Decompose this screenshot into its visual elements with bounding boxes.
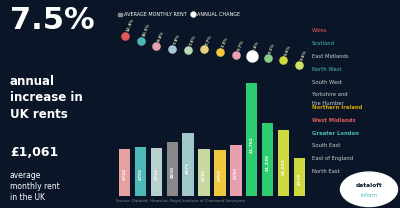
Text: 12.9%: 12.9% — [126, 17, 135, 32]
Text: 6.7%: 6.7% — [236, 39, 245, 51]
Text: Yorkshire and: Yorkshire and — [312, 92, 348, 97]
Text: 7.6%: 7.6% — [189, 35, 197, 47]
Text: 8.4%: 8.4% — [157, 30, 165, 42]
Text: West Midlands: West Midlands — [312, 118, 356, 123]
Text: the Humber: the Humber — [312, 100, 344, 105]
Point — [280, 58, 287, 62]
Text: £1,762: £1,762 — [250, 136, 254, 153]
Text: North East: North East — [312, 169, 340, 174]
Bar — [246, 83, 257, 196]
Text: £1,021: £1,021 — [282, 158, 286, 175]
Text: Source: Dataloft, HomeLet, Royal Institute of Chartered Surveyors: Source: Dataloft, HomeLet, Royal Institu… — [116, 199, 245, 203]
Text: annual
increase in
UK rents: annual increase in UK rents — [10, 75, 83, 121]
Bar — [198, 149, 210, 196]
Bar — [230, 145, 242, 196]
Point — [201, 48, 207, 51]
Text: East of England: East of England — [312, 156, 353, 161]
Text: £725: £725 — [202, 169, 206, 181]
Text: 5.6%: 5.6% — [284, 45, 292, 57]
Text: £735: £735 — [154, 168, 158, 180]
Text: Northern Ireland: Northern Ireland — [312, 105, 362, 110]
Bar — [167, 142, 178, 196]
Text: 10.5%: 10.5% — [141, 23, 150, 38]
Text: South West: South West — [312, 79, 342, 84]
Text: South East: South East — [312, 144, 340, 149]
Text: 6.1%: 6.1% — [268, 42, 276, 54]
Bar — [278, 130, 289, 196]
Bar — [151, 149, 162, 196]
Point — [248, 54, 255, 58]
Text: £705: £705 — [218, 169, 222, 181]
Text: 6.4%: 6.4% — [252, 41, 260, 53]
Text: 7.5%: 7.5% — [10, 6, 95, 35]
Text: £830: £830 — [170, 166, 174, 178]
Text: Scotland: Scotland — [312, 41, 335, 46]
Circle shape — [340, 172, 398, 207]
Point — [169, 47, 176, 50]
Bar — [182, 133, 194, 196]
Text: £1,061: £1,061 — [10, 146, 58, 158]
Text: 7.8%: 7.8% — [173, 33, 181, 45]
Bar — [262, 123, 273, 196]
Text: 3.6%: 3.6% — [300, 50, 308, 62]
Point — [233, 53, 239, 56]
Point — [137, 40, 144, 43]
Legend: AVERAGE MONTHLY RENT, ANNUAL CHANGE: AVERAGE MONTHLY RENT, ANNUAL CHANGE — [118, 12, 240, 17]
Point — [185, 48, 191, 52]
Text: £579: £579 — [297, 173, 301, 185]
Text: North West: North West — [312, 67, 341, 72]
Text: inform: inform — [360, 193, 378, 198]
Text: East Midlands: East Midlands — [312, 54, 348, 59]
Text: £797: £797 — [234, 166, 238, 179]
Text: £1,139: £1,139 — [266, 154, 270, 171]
Point — [264, 56, 271, 59]
Text: Greater London: Greater London — [312, 131, 359, 136]
Text: 7.7%: 7.7% — [205, 34, 213, 46]
Text: £971: £971 — [186, 161, 190, 174]
Text: £734: £734 — [123, 168, 127, 181]
Bar — [135, 147, 146, 196]
Text: £755: £755 — [138, 168, 142, 180]
Point — [153, 44, 160, 47]
Text: dataloft: dataloft — [356, 183, 382, 188]
Bar — [294, 158, 305, 196]
Bar — [214, 150, 226, 196]
Text: Wales: Wales — [312, 28, 328, 33]
Point — [296, 64, 302, 67]
Point — [217, 50, 223, 53]
Point — [122, 34, 128, 37]
Text: 7.3%: 7.3% — [221, 36, 229, 48]
Bar — [119, 149, 130, 196]
Text: average
monthly rent
in the UK: average monthly rent in the UK — [10, 171, 60, 202]
